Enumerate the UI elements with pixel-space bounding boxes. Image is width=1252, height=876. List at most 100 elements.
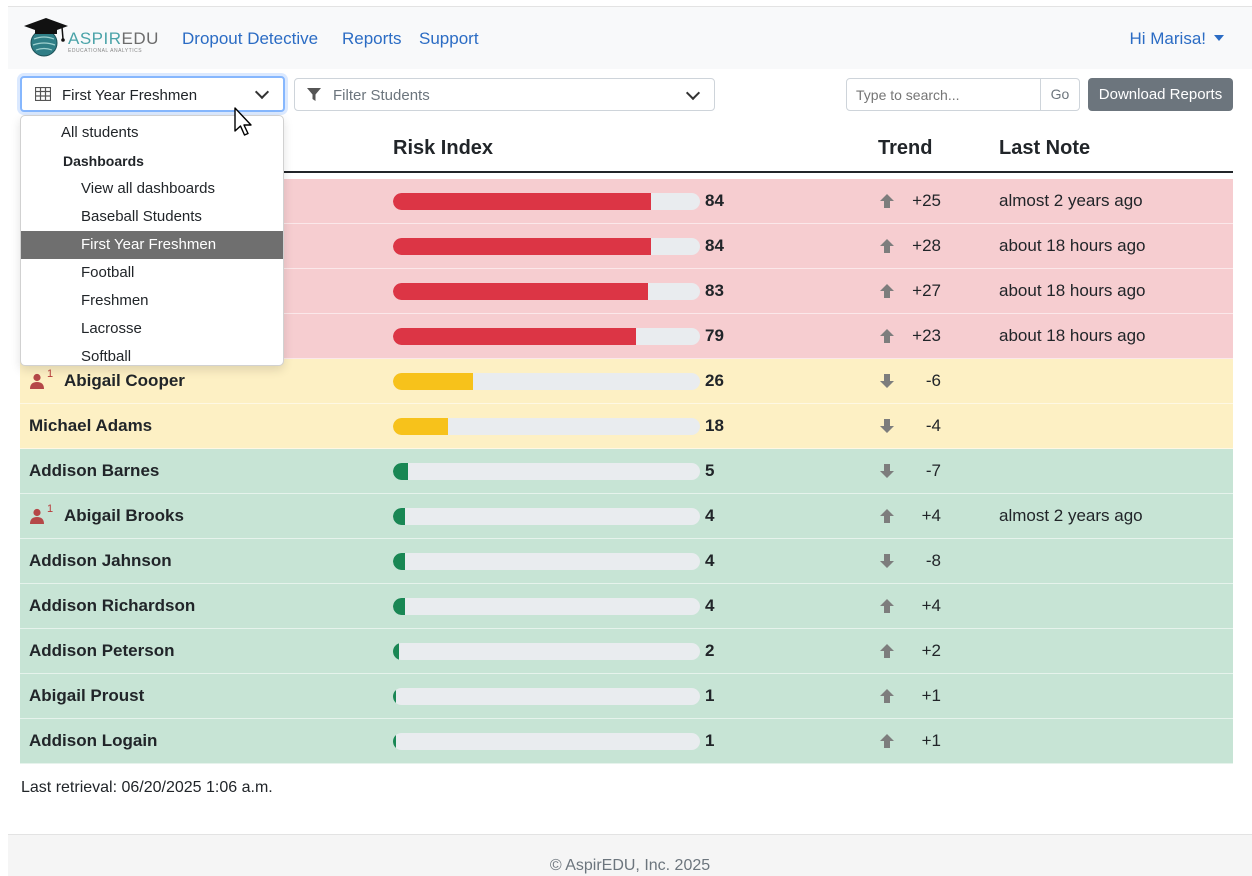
student-name[interactable]: Abigail Cooper <box>64 371 185 390</box>
caret-down-icon <box>1214 35 1224 41</box>
brand-logo[interactable]: ASPIREDU EDUCATIONAL ANALYTICS <box>22 17 162 57</box>
table-row[interactable]: Addison Logain 1 +1 <box>20 719 1233 764</box>
note-count-badge: 1 <box>47 503 54 515</box>
risk-value: 2 <box>705 641 715 660</box>
filter-placeholder: Filter Students <box>333 87 430 104</box>
arrow-up-icon <box>880 509 894 523</box>
risk-value: 18 <box>705 416 724 435</box>
risk-bar <box>393 193 700 210</box>
dashboard-select[interactable]: First Year Freshmen <box>20 76 285 112</box>
arrow-down-icon <box>880 464 894 478</box>
risk-bar <box>393 688 700 705</box>
student-name[interactable]: Addison Richardson <box>29 596 196 615</box>
go-button[interactable]: Go <box>1040 78 1080 111</box>
last-note[interactable]: almost 2 years ago <box>999 506 1143 525</box>
risk-index-header[interactable]: Risk Index <box>393 137 494 159</box>
risk-bar-fill <box>393 193 651 210</box>
navbar: ASPIREDU EDUCATIONAL ANALYTICS Dropout D… <box>8 7 1252 69</box>
table-row[interactable]: Addison Richardson 4 +4 <box>20 584 1233 629</box>
trend-value: +1 <box>921 731 941 750</box>
risk-bar-fill <box>393 643 400 660</box>
table-row[interactable]: Addison Jahnson 4 -8 <box>20 539 1233 584</box>
risk-value: 79 <box>705 326 724 345</box>
risk-value: 26 <box>705 371 724 390</box>
risk-value: 84 <box>705 191 724 210</box>
filter-students-select[interactable]: Filter Students <box>294 78 715 111</box>
student-name[interactable]: Addison Peterson <box>29 641 175 660</box>
risk-bar-fill <box>393 418 449 435</box>
last-note[interactable]: about 18 hours ago <box>999 236 1146 255</box>
trend-value: +25 <box>912 191 941 210</box>
trend-value: -4 <box>925 416 941 435</box>
arrow-down-icon <box>880 419 894 433</box>
nav-dropout-detective[interactable]: Dropout Detective <box>182 29 319 48</box>
graduation-cap-icon <box>24 18 68 57</box>
menu-item-dashboard[interactable]: Baseball Students <box>81 208 202 225</box>
menu-item-dashboard[interactable]: Lacrosse <box>81 320 142 337</box>
student-name[interactable]: Addison Barnes <box>29 461 160 480</box>
risk-bar <box>393 508 700 525</box>
brand-name-a: ASPIR <box>68 29 122 48</box>
menu-item-dashboard[interactable]: Freshmen <box>81 292 149 309</box>
student-name[interactable]: Abigail Brooks <box>64 506 184 525</box>
student-name[interactable]: Addison Logain <box>29 731 158 750</box>
trend-value: +4 <box>921 596 941 615</box>
risk-bar <box>393 373 700 390</box>
risk-bar-fill <box>393 508 406 525</box>
risk-value: 83 <box>705 281 724 300</box>
arrow-up-icon <box>880 284 894 298</box>
arrow-up-icon <box>880 239 894 253</box>
last-note[interactable]: about 18 hours ago <box>999 281 1146 300</box>
arrow-up-icon <box>880 734 894 748</box>
student-name[interactable]: Addison Jahnson <box>29 551 172 570</box>
arrow-up-icon <box>880 599 894 613</box>
last-note[interactable]: almost 2 years ago <box>999 191 1143 210</box>
table-row[interactable]: Abigail Proust 1 +1 <box>20 674 1233 719</box>
risk-value: 4 <box>705 551 715 570</box>
person-icon[interactable] <box>29 373 45 389</box>
trend-header[interactable]: Trend <box>878 137 933 159</box>
trend-value: +2 <box>921 641 941 660</box>
table-row[interactable]: Addison Peterson 2 +2 <box>20 629 1233 674</box>
last-note[interactable]: about 18 hours ago <box>999 326 1146 345</box>
table-row[interactable]: Michael Adams 18 -4 <box>20 404 1233 449</box>
risk-bar <box>393 553 700 570</box>
app-frame: ASPIREDU EDUCATIONAL ANALYTICS Dropout D… <box>8 6 1252 876</box>
filter-icon <box>307 88 321 101</box>
risk-bar-fill <box>393 373 473 390</box>
trend-value: +27 <box>912 281 941 300</box>
chevron-down-icon <box>685 85 701 101</box>
person-icon[interactable] <box>29 508 45 524</box>
mouse-cursor-icon <box>234 107 252 136</box>
user-menu[interactable]: Hi Marisa! <box>1129 29 1224 49</box>
risk-bar-fill <box>393 688 397 705</box>
nav-support[interactable]: Support <box>419 29 479 48</box>
risk-bar-fill <box>393 463 409 480</box>
menu-item-dashboard[interactable]: Softball <box>81 348 132 365</box>
chevron-down-icon <box>254 84 270 100</box>
table-row[interactable]: 1 Abigail Cooper 26 -6 <box>20 359 1233 404</box>
menu-item-dashboard[interactable]: First Year Freshmen <box>21 231 283 259</box>
table-row[interactable]: 1 Abigail Brooks 4 +4 almost 2 years ago <box>20 494 1233 539</box>
last-note-header[interactable]: Last Note <box>999 137 1091 159</box>
note-count-badge: 1 <box>47 368 54 380</box>
menu-item-dashboard[interactable]: View all dashboards <box>81 180 215 197</box>
risk-value: 5 <box>705 461 715 480</box>
nav-reports[interactable]: Reports <box>342 29 402 48</box>
trend-value: +23 <box>912 326 941 345</box>
risk-value: 84 <box>705 236 724 255</box>
risk-value: 4 <box>705 506 715 525</box>
trend-value: -6 <box>925 371 941 390</box>
arrow-up-icon <box>880 644 894 658</box>
search-input[interactable] <box>846 78 1041 111</box>
menu-item-all-students[interactable]: All students <box>61 124 139 141</box>
download-reports-button[interactable]: Download Reports <box>1088 78 1233 111</box>
trend-value: +1 <box>921 686 941 705</box>
menu-item-dashboard[interactable]: Football <box>81 264 135 281</box>
student-name[interactable]: Abigail Proust <box>29 686 145 705</box>
risk-bar-fill <box>393 283 648 300</box>
student-name[interactable]: Michael Adams <box>29 416 153 435</box>
arrow-down-icon <box>880 554 894 568</box>
table-row[interactable]: Addison Barnes 5 -7 <box>20 449 1233 494</box>
brand-tagline: EDUCATIONAL ANALYTICS <box>68 48 143 54</box>
